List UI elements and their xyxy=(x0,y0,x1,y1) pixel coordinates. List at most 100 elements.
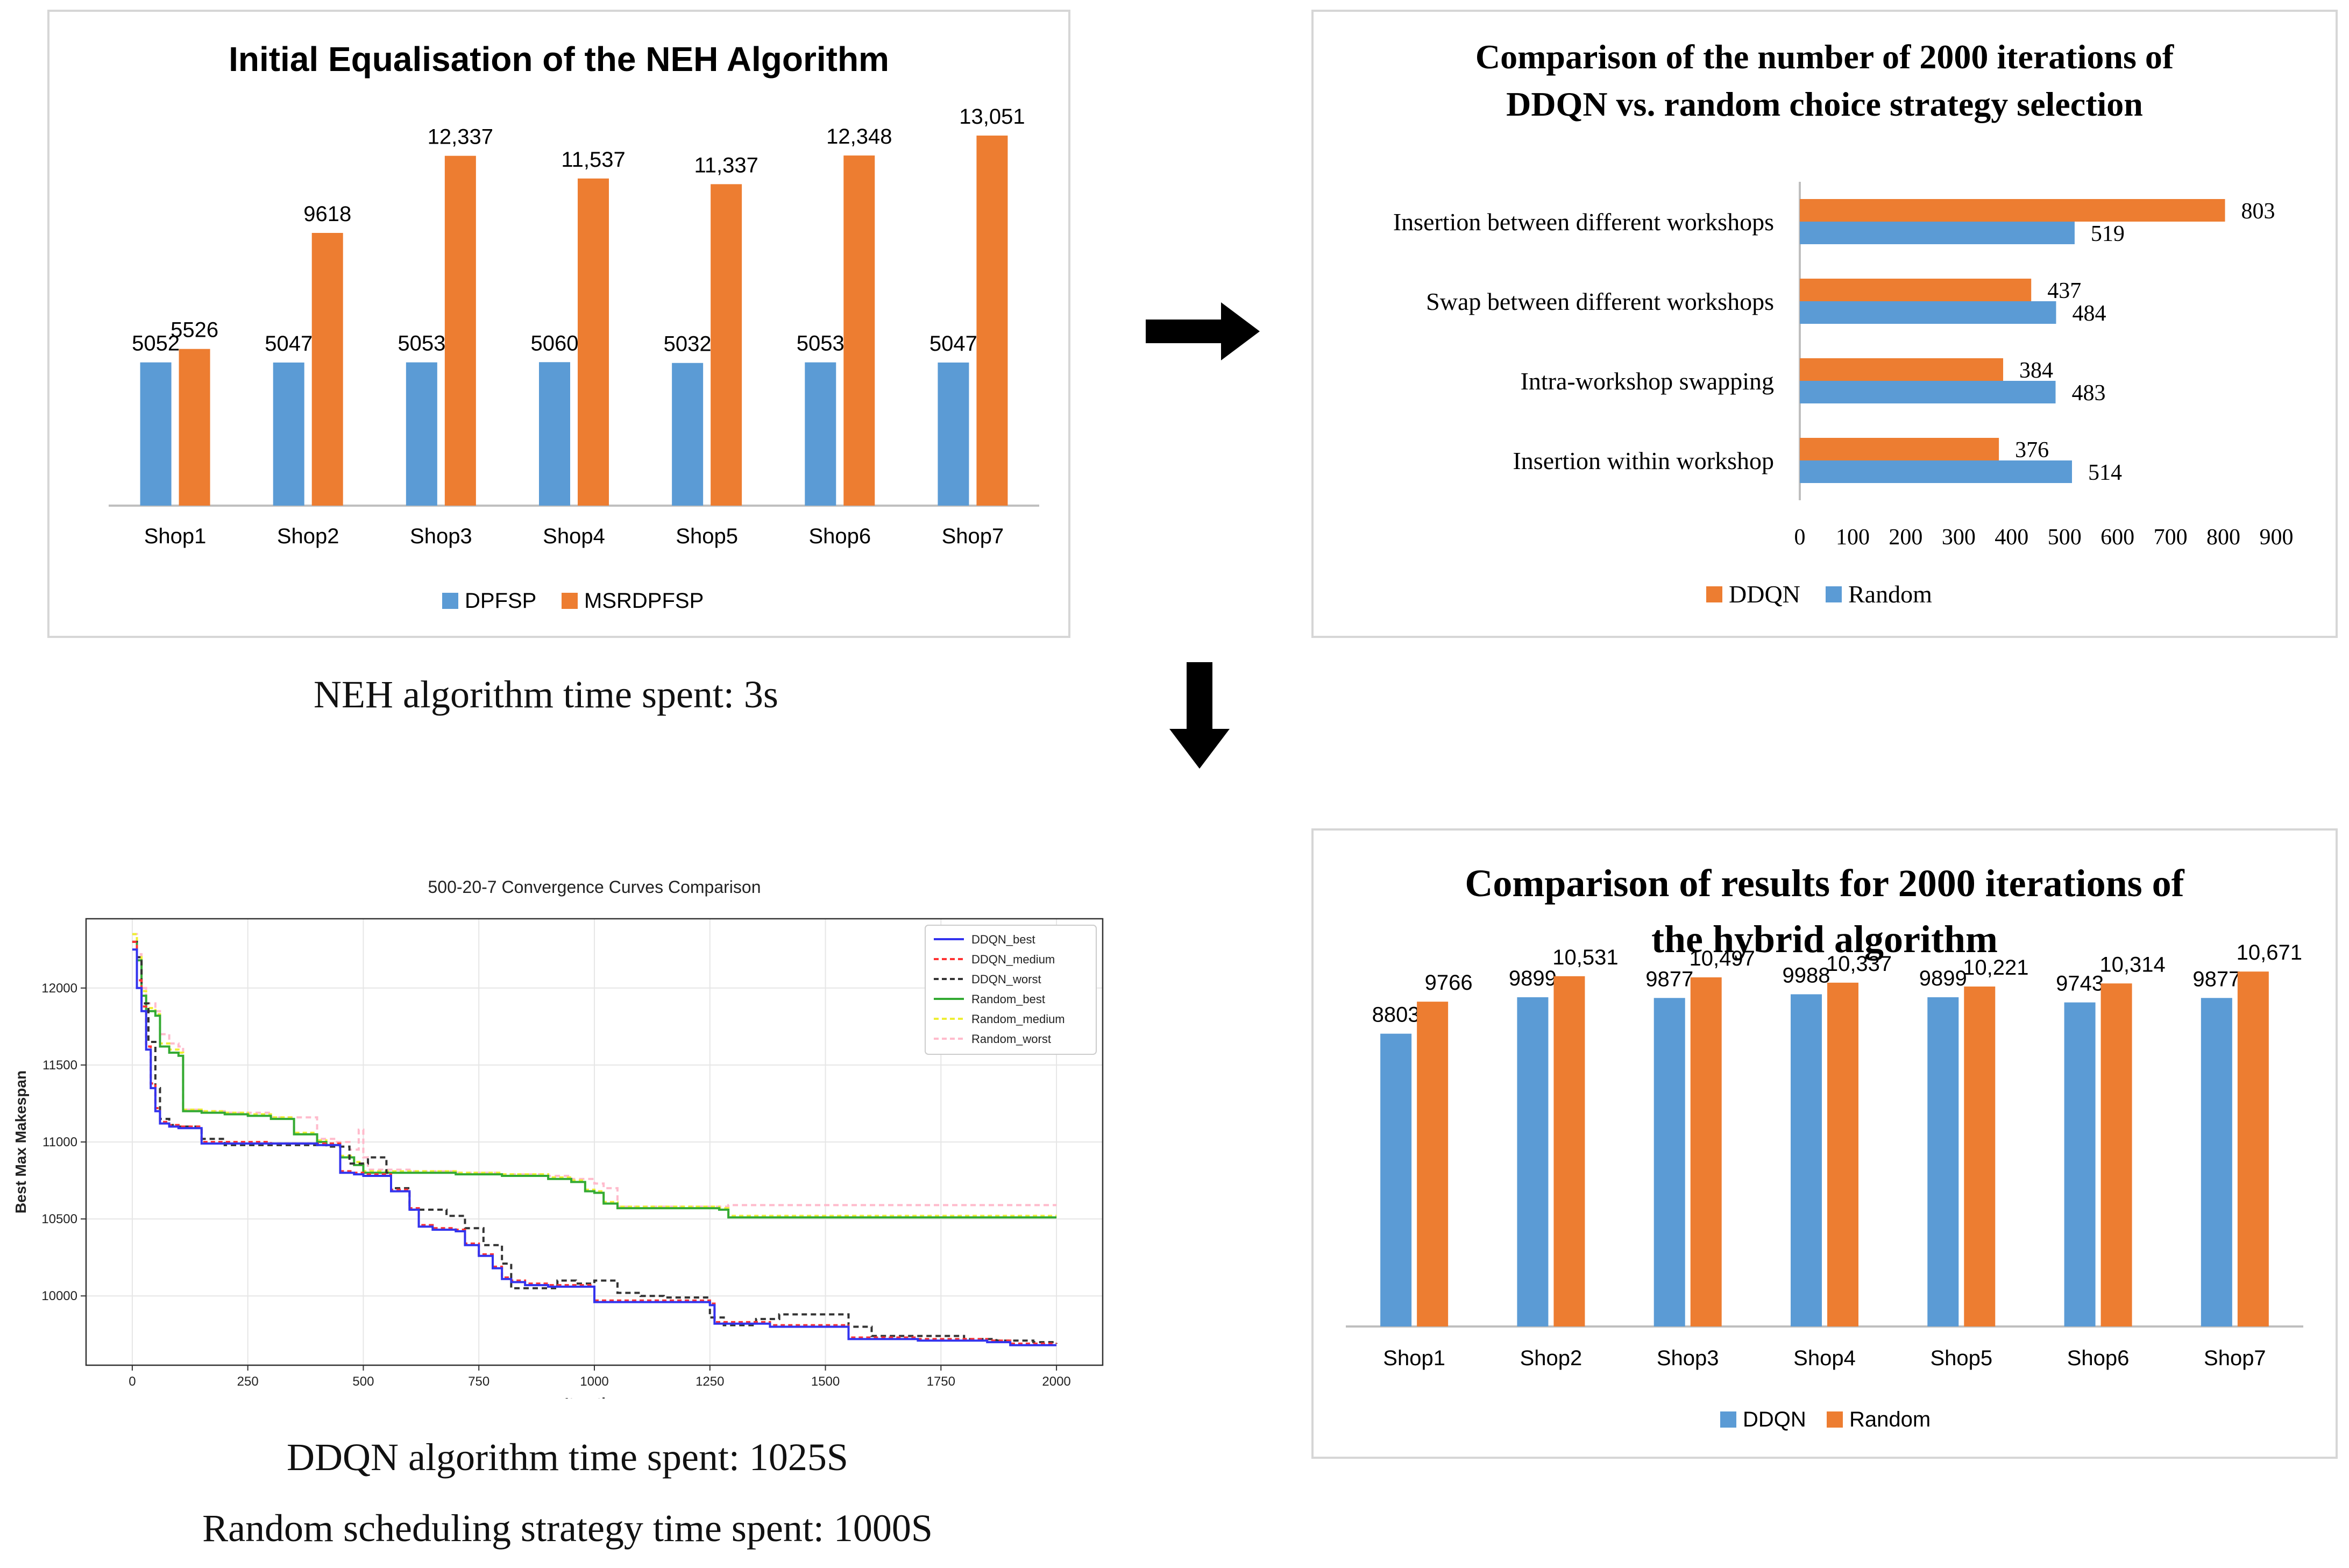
data-label: 9899 xyxy=(1919,967,1967,990)
data-label: 5053 xyxy=(398,332,445,356)
hybrid-chart-panel: Comparison of results for 2000 iteration… xyxy=(1311,828,2338,1459)
bar-ddqn-shop1 xyxy=(1380,1033,1412,1326)
legend-label-dpfsp: DPFSP xyxy=(465,589,536,613)
tick-label: 2000 xyxy=(1042,1374,1070,1389)
data-label: 5047 xyxy=(929,332,977,356)
tick-label: Shop2 xyxy=(277,524,339,548)
strategy-chart: Comparison of the number of 2000 iterati… xyxy=(1393,38,2294,608)
tick-label: 11000 xyxy=(42,1135,77,1150)
category-label: Insertion within workshop xyxy=(1513,447,1774,474)
bar-random-shop1 xyxy=(1417,1002,1449,1326)
legend-label: Random_medium xyxy=(971,1012,1065,1026)
bar-dpfsp-shop6 xyxy=(805,362,836,506)
bar-ddqn xyxy=(1800,438,1999,460)
bar-msrdpfsp-shop1 xyxy=(179,349,210,506)
tick-label: 750 xyxy=(468,1374,489,1389)
data-label: 12,337 xyxy=(428,125,493,149)
neh-time-caption: NEH algorithm time spent: 3s xyxy=(314,673,778,716)
data-label: 9877 xyxy=(2192,967,2240,991)
data-label: 9988 xyxy=(1783,963,1830,987)
bar-random xyxy=(1800,460,2073,483)
tick-label: Shop3 xyxy=(410,524,472,548)
data-label: 10,671 xyxy=(2237,941,2302,964)
bar-random xyxy=(1800,222,2075,244)
chart-title: DDQN vs. random choice strategy selectio… xyxy=(1506,85,2143,123)
legend-label-ddqn: DDQN xyxy=(1743,1408,1806,1431)
plot-frame xyxy=(85,918,1104,1366)
bar-ddqn-shop5 xyxy=(1927,997,1959,1326)
legend-swatch-random xyxy=(1826,586,1842,602)
series-line-ddqn-best xyxy=(132,948,1057,1346)
tick-label: 600 xyxy=(2100,525,2134,550)
data-label: 5526 xyxy=(171,318,218,342)
tick-label: 100 xyxy=(1836,525,1870,550)
tick-label: 0 xyxy=(1794,525,1806,550)
y-axis-label: Best Max Makespan xyxy=(12,1070,29,1214)
chart-title: Initial Equalisation of the NEH Algorith… xyxy=(229,40,889,79)
bar-msrdpfsp-shop2 xyxy=(311,232,343,506)
data-label: 9899 xyxy=(1509,967,1557,990)
x-axis-label: Iteration xyxy=(565,1395,624,1399)
legend-swatch-dpfsp xyxy=(442,593,458,609)
tick-label: Shop6 xyxy=(2067,1346,2130,1370)
data-label: 11,337 xyxy=(694,153,758,177)
data-label: 5060 xyxy=(531,331,579,355)
strategy-chart-panel: Comparison of the number of 2000 iterati… xyxy=(1311,10,2338,638)
data-label: 10,314 xyxy=(2099,953,2165,976)
tick-label: Shop5 xyxy=(1930,1346,1992,1370)
bar-ddqn-shop3 xyxy=(1653,998,1685,1326)
bar-dpfsp-shop2 xyxy=(273,362,304,506)
tick-label: Shop1 xyxy=(1383,1346,1445,1370)
tick-label: 800 xyxy=(2206,525,2240,550)
data-label: 5032 xyxy=(664,332,712,356)
tick-label: Shop7 xyxy=(2204,1346,2266,1370)
bar-dpfsp-shop3 xyxy=(406,362,437,506)
bar-msrdpfsp-shop4 xyxy=(578,178,609,506)
legend-label: DDQN_medium xyxy=(971,953,1055,966)
chart-title: 500-20-7 Convergence Curves Comparison xyxy=(428,877,761,897)
tick-label: Shop1 xyxy=(144,524,207,548)
bar-ddqn-shop4 xyxy=(1791,994,1822,1326)
data-label: 9618 xyxy=(303,202,351,226)
neh-chart-panel: Initial Equalisation of the NEH Algorith… xyxy=(47,10,1070,638)
data-label: 437 xyxy=(2047,279,2081,303)
data-label: 483 xyxy=(2071,381,2105,406)
data-label: 484 xyxy=(2072,301,2106,326)
data-label: 9766 xyxy=(1425,971,1473,995)
bar-msrdpfsp-shop7 xyxy=(976,136,1008,506)
data-label: 5053 xyxy=(797,332,844,356)
tick-label: Shop4 xyxy=(1793,1346,1856,1370)
bar-ddqn xyxy=(1800,279,2032,301)
tick-label: 1250 xyxy=(696,1374,724,1389)
bar-dpfsp-shop4 xyxy=(539,362,570,506)
tick-label: Shop7 xyxy=(942,524,1004,548)
data-label: 376 xyxy=(2015,438,2049,463)
convergence-chart-panel: 500-20-7 Convergence Curves Comparison 0 2… xyxy=(0,861,1135,1411)
tick-label: 11500 xyxy=(42,1058,77,1073)
legend-swatch-msrdpfsp xyxy=(562,593,578,609)
down-arrow-icon xyxy=(1169,662,1230,769)
legend-label: Random_best xyxy=(971,992,1045,1006)
data-label: 8803 xyxy=(1372,1003,1420,1027)
tick-label: 250 xyxy=(237,1374,259,1389)
right-arrow-icon xyxy=(1146,302,1260,360)
bar-ddqn-shop7 xyxy=(2201,998,2232,1326)
data-label: 514 xyxy=(2088,460,2122,485)
tick-label: 1000 xyxy=(580,1374,608,1389)
random-time-caption: Random scheduling strategy time spent: 1… xyxy=(202,1507,933,1550)
tick-label: Shop4 xyxy=(543,524,605,548)
bar-random-shop7 xyxy=(2237,971,2269,1326)
legend-label-random: Random xyxy=(1848,580,1932,608)
tick-label: 700 xyxy=(2154,525,2188,550)
bar-msrdpfsp-shop6 xyxy=(843,155,875,506)
data-label: 10,337 xyxy=(1826,952,1892,976)
tick-label: Shop2 xyxy=(1520,1346,1582,1370)
chart-title: Comparison of results for 2000 iteration… xyxy=(1465,862,2184,905)
category-label: Insertion between different workshops xyxy=(1393,208,1774,236)
hybrid-chart: Comparison of results for 2000 iteration… xyxy=(1346,862,2303,1431)
bar-random-shop4 xyxy=(1827,982,1858,1326)
ddqn-time-caption: DDQN algorithm time spent: 1025S xyxy=(287,1436,848,1479)
legend-label: DDQN_best xyxy=(971,933,1035,946)
bar-msrdpfsp-shop5 xyxy=(711,184,742,506)
bar-ddqn xyxy=(1800,358,2004,381)
